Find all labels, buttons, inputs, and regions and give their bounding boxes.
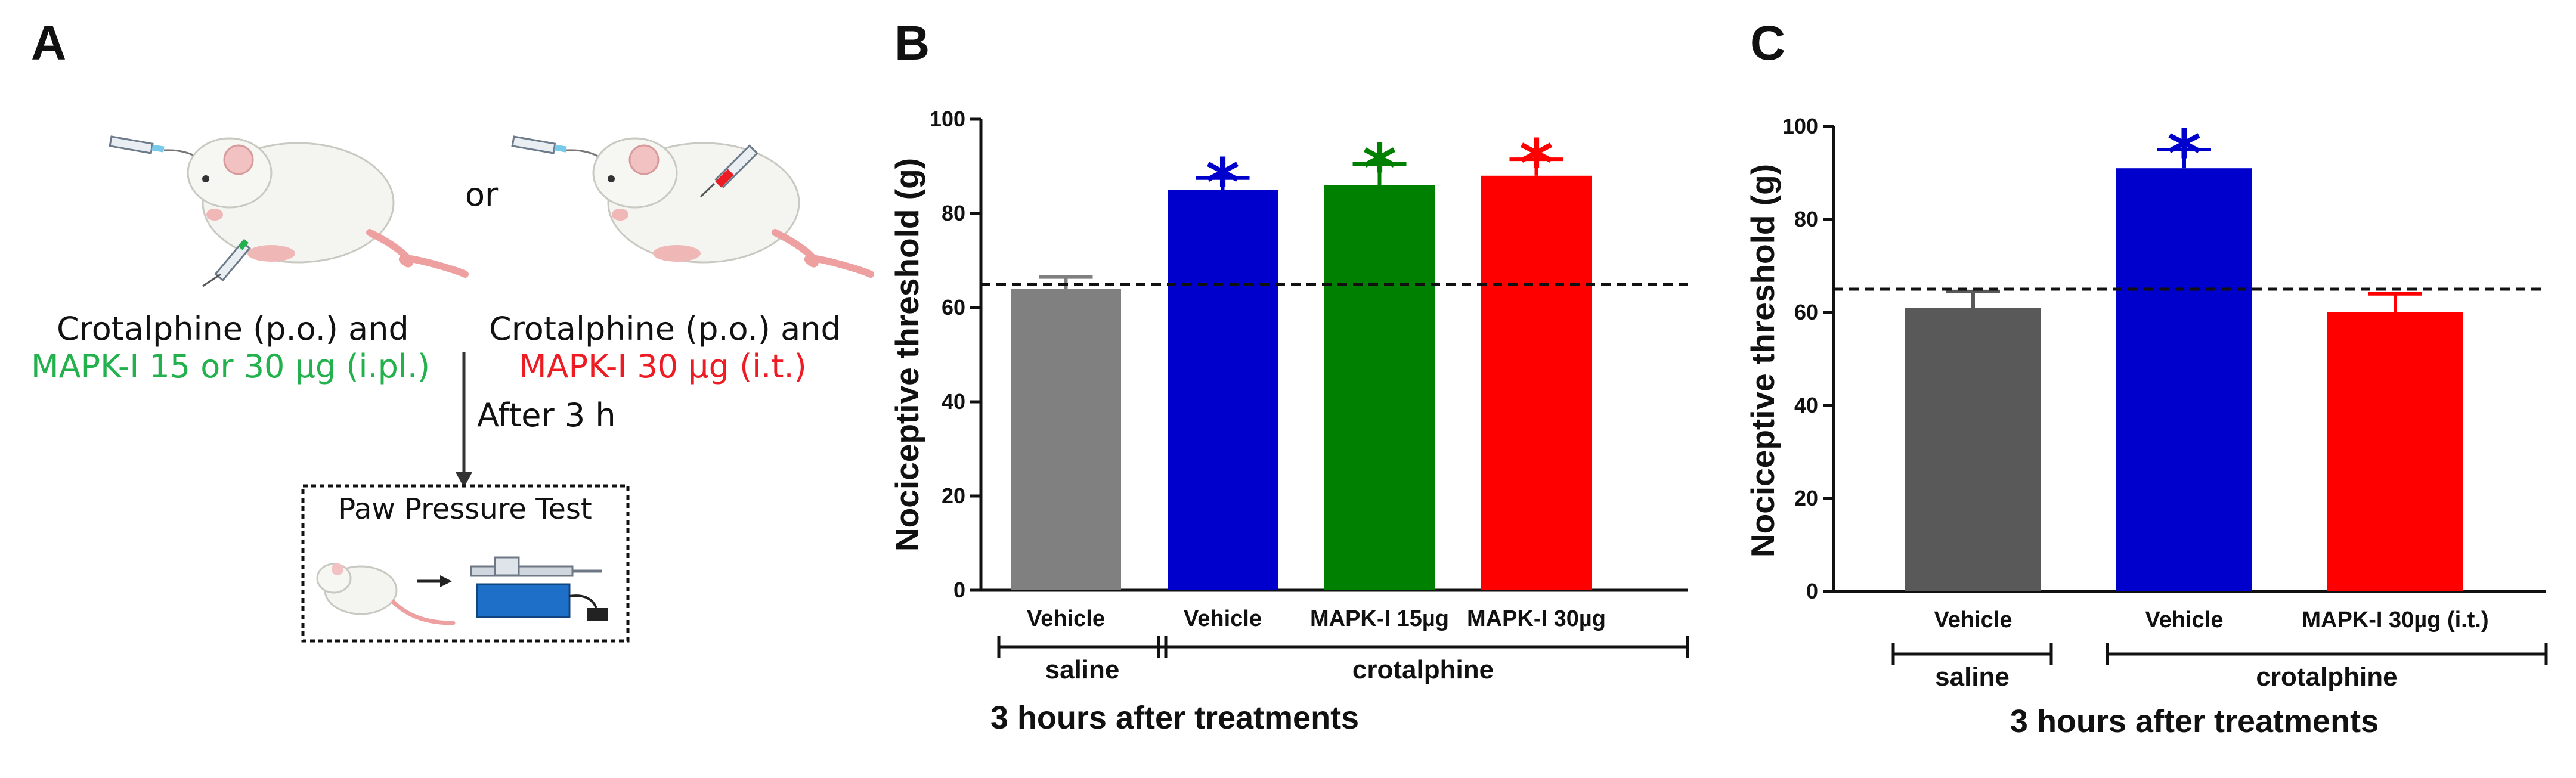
bar [1481, 175, 1592, 590]
significance-star: * [2167, 116, 2202, 192]
bar [2327, 312, 2463, 591]
category-label: Vehicle [1934, 607, 2012, 633]
panel-a: A or [31, 16, 874, 643]
group-label: saline [1935, 662, 2010, 692]
rat-oral-it-illustration [511, 135, 874, 278]
gavage-syringe-icon [109, 135, 207, 165]
y-tick-label: 20 [942, 483, 965, 508]
analgesimeter-icon [470, 556, 608, 621]
small-rat-icon [316, 563, 456, 625]
panel-a-label: A [31, 16, 66, 70]
group-label: crotalphine [2256, 662, 2397, 692]
category-label: Vehicle [1027, 606, 1105, 631]
y-axis-title: Nociceptive threshold (g) [1744, 164, 1781, 557]
paw-pressure-box: Paw Pressure Test [301, 484, 630, 643]
category-label: MAPK-I 15µg [1310, 606, 1449, 631]
significance-star: * [1363, 130, 1397, 206]
ipl-syringe-icon [202, 238, 251, 287]
y-tick-label: 80 [942, 201, 965, 225]
x-axis-title: 3 hours after treatments [2010, 703, 2379, 739]
y-tick-label: 0 [953, 578, 965, 602]
y-tick-label: 20 [1794, 486, 1818, 510]
or-text: or [465, 176, 499, 213]
y-tick-label: 40 [1794, 393, 1818, 417]
it-syringe-icon [699, 144, 758, 198]
right-arrow-icon [417, 575, 452, 587]
right-caption-line1: Crotalphine (p.o.) and [489, 310, 841, 348]
down-arrow-icon [456, 352, 472, 488]
y-tick-label: 0 [1806, 579, 1818, 603]
panel-b-chart: B Nociceptive threshold (g) 3 hours afte… [888, 16, 1689, 736]
gavage-syringe-icon [511, 135, 609, 165]
panel-c-label: C [1750, 16, 1785, 70]
category-label: MAPK-I 30µg [1467, 606, 1606, 631]
y-tick-label: 80 [1794, 207, 1818, 231]
y-tick-label: 60 [942, 295, 965, 320]
significance-star: * [1519, 125, 1554, 202]
y-axis-title: Nociceptive threshold (g) [888, 158, 925, 551]
right-caption-line2: MAPK-I 30 µg (i.t.) [519, 348, 807, 385]
left-caption-line1: Crotalphine (p.o.) and [57, 310, 409, 348]
y-tick-label: 100 [1782, 114, 1818, 138]
y-tick-label: 40 [942, 389, 965, 414]
category-label: Vehicle [1184, 606, 1262, 631]
group-label: saline [1045, 655, 1120, 684]
y-tick-label: 60 [1794, 300, 1818, 324]
after-3h-text: After 3 h [477, 396, 616, 434]
panel-b-label: B [894, 16, 930, 70]
paw-pressure-title: Paw Pressure Test [338, 492, 592, 526]
bar [1324, 185, 1435, 591]
bar [1905, 308, 2041, 591]
category-label: MAPK-I 30µg (i.t.) [2302, 607, 2488, 633]
x-axis-title: 3 hours after treatments [990, 700, 1359, 736]
significance-star: * [1206, 144, 1240, 221]
category-label: Vehicle [2145, 607, 2224, 633]
y-tick-label: 100 [930, 107, 965, 131]
bar [1168, 190, 1278, 590]
left-caption-line2: MAPK-I 15 or 30 µg (i.pl.) [31, 348, 430, 385]
bar [1011, 289, 1121, 590]
rat-oral-ipl-illustration [109, 135, 469, 287]
group-label: crotalphine [1352, 655, 1494, 684]
bar [2116, 168, 2252, 591]
panel-c-chart: C Nociceptive threshold (g) 3 hours afte… [1744, 16, 2548, 739]
